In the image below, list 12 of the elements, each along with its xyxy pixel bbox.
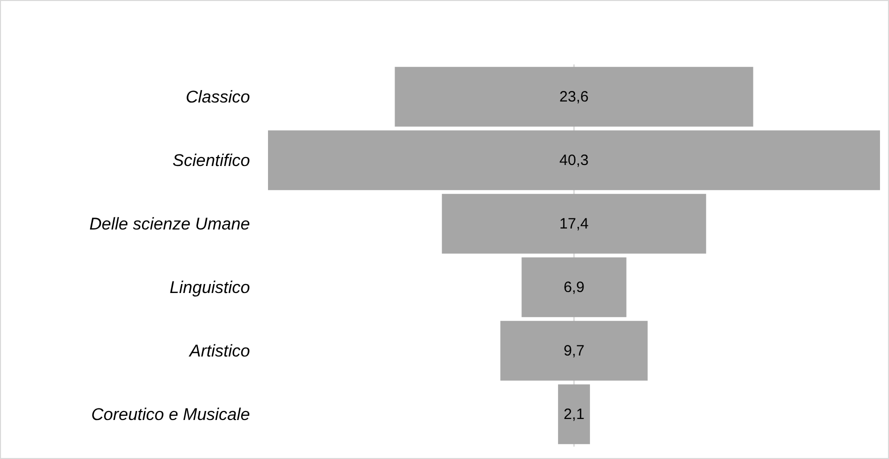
data-label: 9,7 (564, 342, 584, 360)
data-label: 2,1 (564, 406, 584, 423)
data-label: 23,6 (559, 88, 589, 106)
data-label: 40,3 (559, 152, 589, 169)
category-label: Classico (186, 87, 250, 106)
category-label: Coreutico e Musicale (91, 404, 250, 424)
category-label: Delle scienze Umane (89, 214, 250, 234)
category-label: Scientifico (172, 150, 250, 170)
data-label: 17,4 (559, 215, 589, 232)
data-label: 6,9 (564, 278, 584, 296)
category-label: Artistico (188, 341, 250, 360)
category-label: Linguistico (170, 278, 250, 297)
